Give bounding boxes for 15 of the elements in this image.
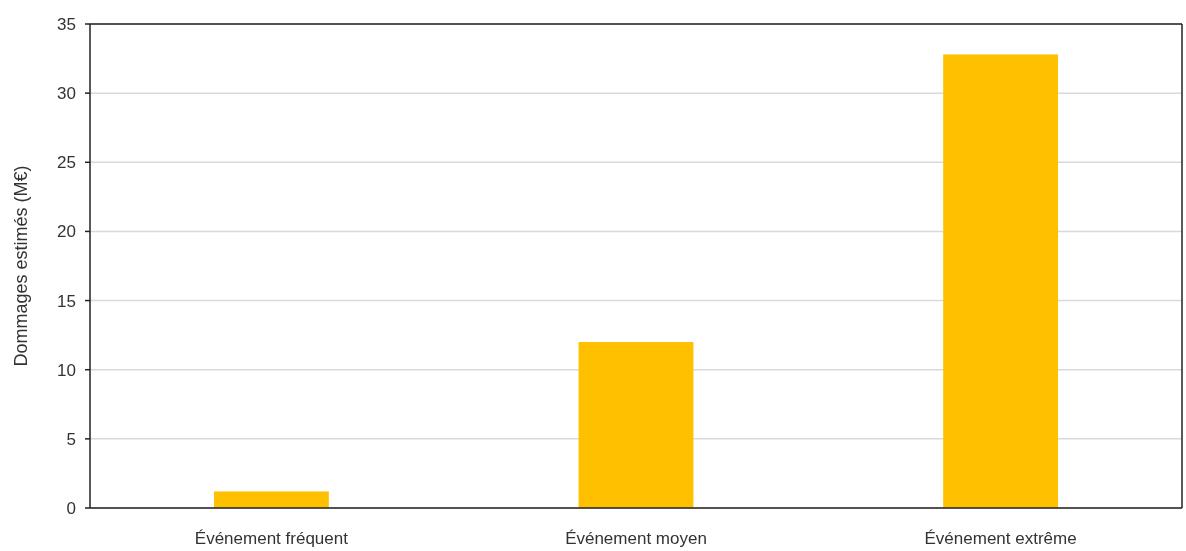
bar [213, 491, 329, 508]
bar [943, 54, 1059, 508]
y-tick-label: 15 [57, 291, 76, 311]
y-tick-label: 25 [57, 153, 76, 173]
y-tick-label: 20 [57, 222, 76, 242]
y-tick-label: 30 [57, 84, 76, 104]
bar [578, 342, 694, 508]
y-tick-label: 10 [57, 360, 76, 380]
x-tick-label: Événement moyen [565, 529, 707, 548]
y-tick-label: 5 [66, 429, 76, 449]
y-tick-label: 35 [57, 14, 76, 34]
y-axis-title: Dommages estimés (M€) [11, 165, 31, 367]
x-tick-label: Événement fréquent [194, 529, 349, 548]
x-tick-label: Événement extrême [924, 529, 1077, 548]
y-tick-label: 0 [66, 498, 76, 518]
